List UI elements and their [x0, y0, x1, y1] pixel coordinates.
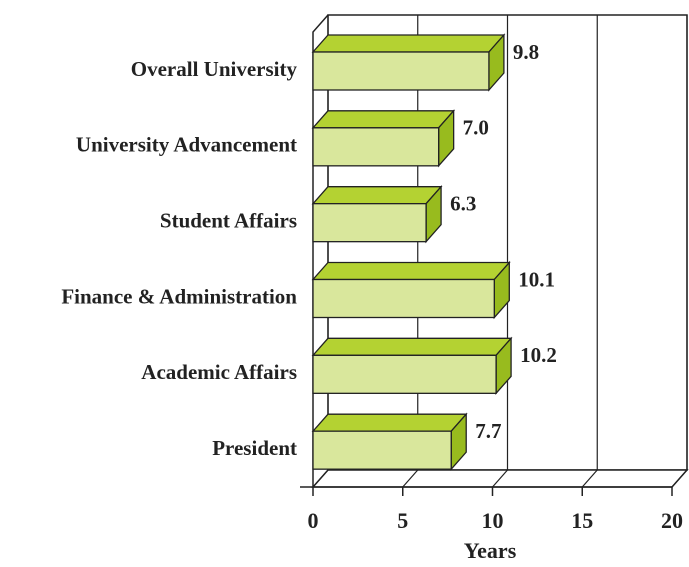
category-label: Student Affairs [160, 208, 297, 232]
value-label: 6.3 [450, 191, 476, 215]
x-tick-label: 5 [397, 508, 408, 533]
x-tick-label: 0 [308, 508, 319, 533]
value-label: 7.7 [475, 419, 501, 443]
floor-grid-line [402, 469, 419, 488]
bar [312, 51, 490, 91]
x-tick-label: 10 [482, 508, 504, 533]
bar-top [311, 337, 513, 356]
value-label: 7.0 [463, 116, 489, 140]
category-label: Finance & Administration [61, 284, 297, 308]
bar [312, 127, 440, 167]
x-tick-label: 20 [661, 508, 683, 533]
bar [312, 203, 427, 243]
bar-top [311, 261, 511, 281]
value-label: 10.1 [518, 267, 555, 291]
value-label: 9.8 [513, 40, 539, 64]
floor-grid-line [312, 469, 329, 488]
x-axis-label: Years [464, 538, 517, 563]
value-label: 10.2 [520, 343, 557, 367]
bar-top [311, 413, 468, 432]
bar-top [311, 34, 506, 53]
floor-grid-line [492, 469, 508, 488]
left-wall [312, 14, 329, 487]
x-tick-label: 15 [571, 508, 593, 533]
bar [312, 278, 495, 319]
category-label: President [212, 436, 297, 460]
bar-top [311, 186, 443, 205]
category-label: Academic Affairs [141, 360, 297, 384]
bar-top [311, 110, 456, 129]
category-label: Overall University [131, 57, 298, 81]
floor-grid-line [581, 469, 598, 488]
bar [312, 430, 452, 470]
category-label: University Advancement [76, 133, 297, 157]
bar [312, 354, 497, 394]
floor-grid-line [671, 469, 688, 488]
